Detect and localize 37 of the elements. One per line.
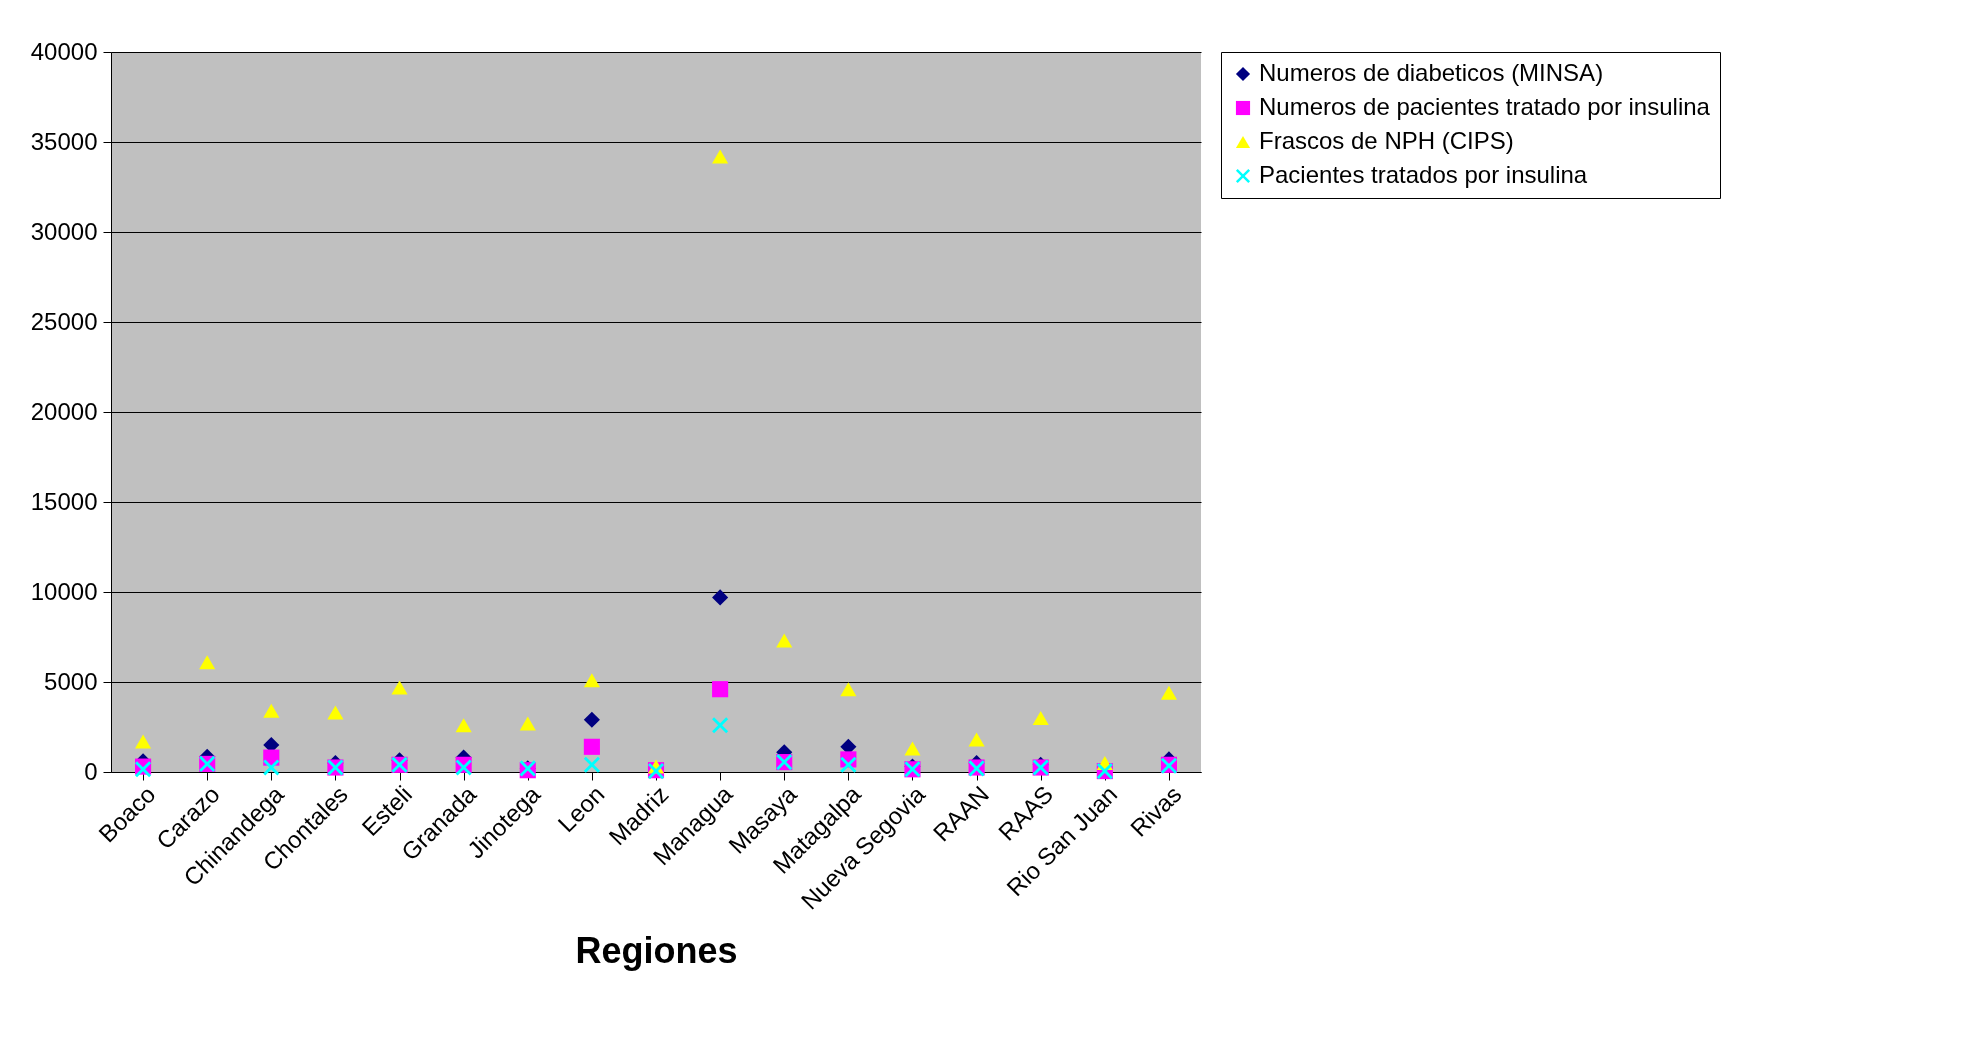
point (519, 716, 536, 731)
point (712, 149, 729, 164)
point (583, 673, 600, 688)
point (263, 703, 280, 718)
y-tick-label: 30000 (30, 217, 98, 245)
y-tick-label: 20000 (30, 397, 98, 425)
legend-label: Numeros de pacientes tratado por insulina (1259, 93, 1711, 120)
point (583, 738, 600, 755)
point (712, 681, 729, 698)
point (712, 717, 729, 734)
point (904, 741, 921, 756)
point (583, 756, 600, 773)
point (455, 718, 472, 733)
y-tick-label: 40000 (30, 37, 98, 65)
y-tick-label: 10000 (30, 577, 98, 605)
point (263, 759, 280, 776)
y-tick-label: 25000 (30, 307, 98, 335)
point (840, 682, 857, 697)
point (1160, 685, 1177, 700)
legend-label: Frascos de NPH (CIPS) (1259, 127, 1514, 154)
point (135, 734, 152, 749)
y-tick-label: 5000 (44, 667, 98, 695)
legend-label: Pacientes tratados por insulina (1259, 161, 1588, 188)
point (199, 655, 216, 670)
point (1032, 711, 1049, 725)
point (583, 711, 600, 728)
legend-label: Numeros de diabeticos (MINSA) (1259, 59, 1604, 86)
point (327, 705, 344, 720)
y-tick-label: 15000 (30, 487, 98, 515)
x-axis-title: Regiones (575, 929, 738, 971)
point (776, 633, 793, 648)
point (840, 756, 857, 773)
point (391, 680, 408, 695)
point (968, 732, 985, 747)
y-tick-label: 0 (84, 757, 98, 785)
point (712, 589, 729, 606)
y-tick-label: 35000 (30, 127, 98, 155)
